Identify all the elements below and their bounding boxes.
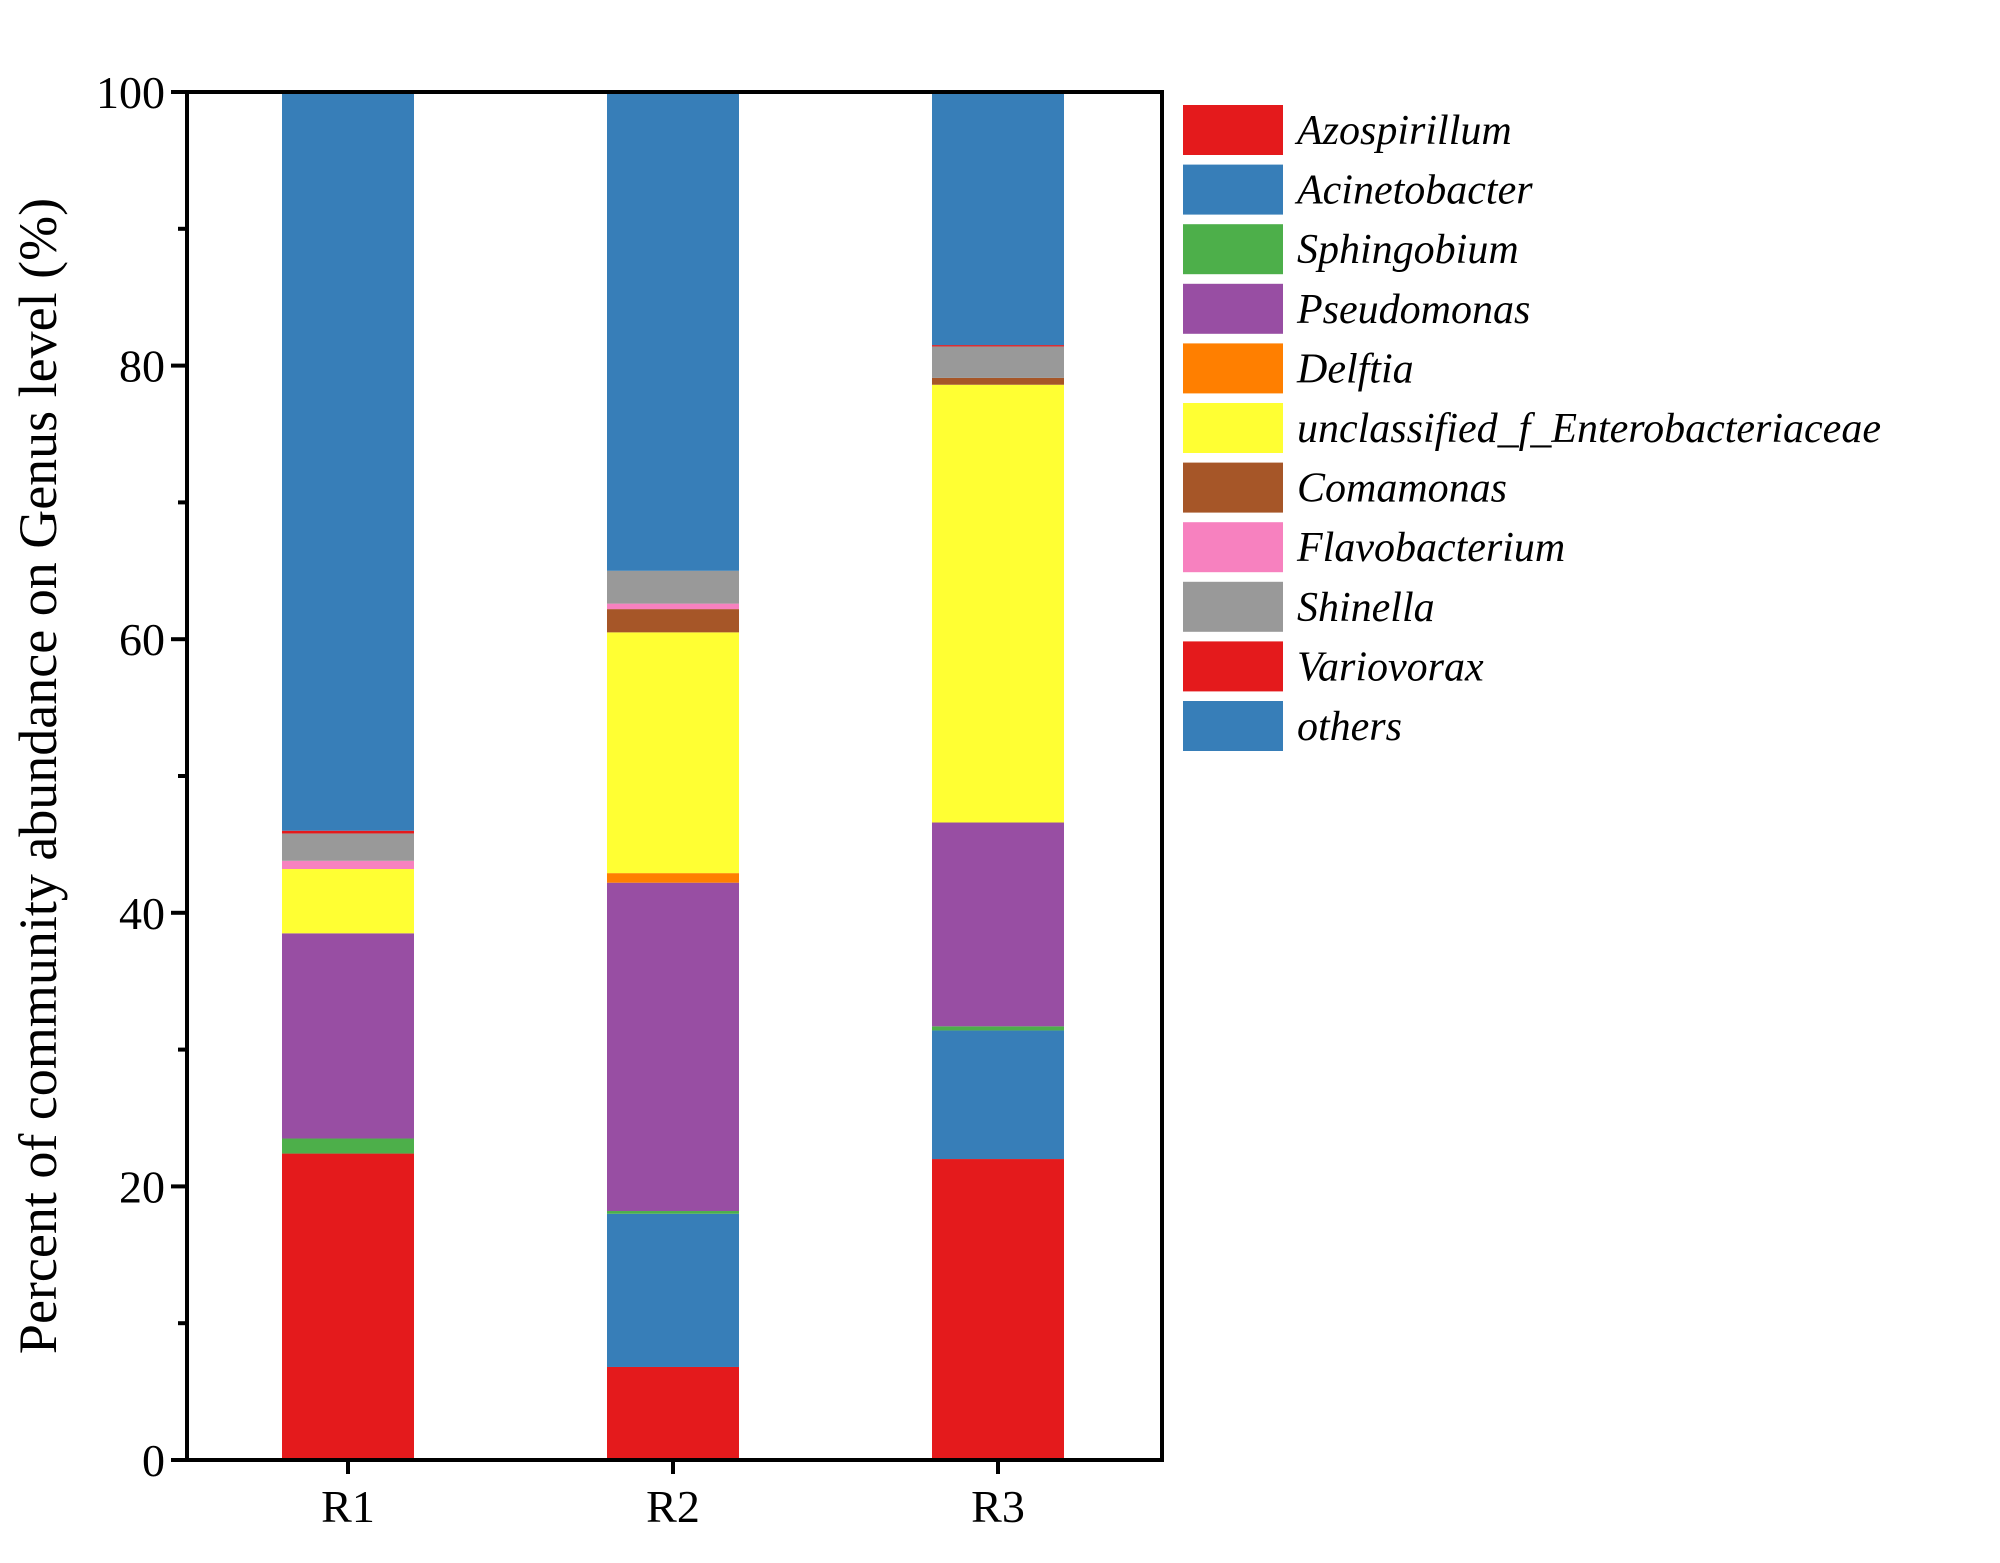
legend-swatch xyxy=(1183,105,1283,155)
bar-segment-r2-sphingobium xyxy=(607,1211,739,1214)
legend-label: Azospirillum xyxy=(1294,108,1512,154)
bar-segment-r3-variovorax xyxy=(932,345,1064,347)
y-tick-label: 20 xyxy=(119,1161,165,1212)
legend-swatch xyxy=(1183,283,1283,334)
legend-swatch xyxy=(1183,641,1283,692)
bar-segment-r2-pseudomonas xyxy=(607,882,739,1212)
y-tick-label: 0 xyxy=(142,1435,165,1486)
bar-segment-r3-acinetobacter xyxy=(932,1030,1064,1160)
bar-segment-r2-comamonas xyxy=(607,609,739,633)
x-tick-label-r3: R3 xyxy=(971,1481,1025,1532)
bar-segment-r1-variovorax xyxy=(282,830,414,834)
legend-swatch xyxy=(1183,701,1283,751)
legend-label: Pseudomonas xyxy=(1296,287,1530,333)
x-tick-label-r1: R1 xyxy=(321,1481,375,1532)
legend-swatch xyxy=(1183,224,1283,275)
bars-layer xyxy=(282,92,1064,1460)
bar-segment-r2-unclassified-f-enterobacteriaceae xyxy=(607,632,739,874)
bar-segment-r3-comamonas xyxy=(932,377,1064,385)
y-tick-label: 60 xyxy=(119,614,165,665)
bar-segment-r1-unclassified-f-enterobacteriaceae xyxy=(282,869,414,934)
legend-label: Flavobacterium xyxy=(1296,525,1565,571)
bar-segment-r1-pseudomonas xyxy=(282,933,414,1139)
bar-segment-r2-others xyxy=(607,92,739,571)
bar-segment-r1-azospirillum xyxy=(282,1153,414,1460)
y-ticks: 0 20 40 60 80 100 xyxy=(96,67,1000,1486)
y-tick-label: 100 xyxy=(96,67,165,118)
bar-segment-r2-azospirillum xyxy=(607,1366,739,1460)
legend-label: Variovorax xyxy=(1297,644,1484,690)
bar-segment-r1-sphingobium xyxy=(282,1138,414,1154)
legend-label: Delftia xyxy=(1296,346,1414,392)
bar-segment-r3-azospirillum xyxy=(932,1159,1064,1460)
x-tick-label-r2: R2 xyxy=(646,1481,700,1532)
legend-swatch xyxy=(1183,462,1283,513)
legend-label: unclassified_f_Enterobacteriaceae xyxy=(1297,406,1881,452)
y-tick-label: 80 xyxy=(119,341,165,392)
legend-label: Comamonas xyxy=(1297,466,1507,512)
bar-segment-r3-others xyxy=(932,92,1064,346)
x-tick-labels: R1 R2 R3 xyxy=(321,1481,1025,1532)
bar-segment-r2-shinella xyxy=(607,570,739,604)
legend-label: Acinetobacter xyxy=(1294,168,1533,214)
legend-swatch xyxy=(1183,164,1283,215)
legend: Azospirillum Acinetobacter Sphingobium Pseu… xyxy=(1183,105,1881,751)
bar-segment-r1-flavobacterium xyxy=(282,860,414,870)
bar-segment-r3-sphingobium xyxy=(932,1026,1064,1031)
legend-swatch xyxy=(1183,403,1283,453)
bar-segment-r2-delftia xyxy=(607,873,739,883)
bar-segment-r2-acinetobacter xyxy=(607,1213,739,1367)
bar-segment-r3-unclassified-f-enterobacteriaceae xyxy=(932,384,1064,823)
legend-label: Sphingobium xyxy=(1297,227,1519,273)
y-tick-label: 40 xyxy=(119,888,165,939)
bar-segment-r2-flavobacterium xyxy=(607,603,739,610)
y-axis-title: Percent of community abundance on Genus … xyxy=(8,198,68,1354)
bar-segment-r1-shinella xyxy=(282,833,414,861)
legend-swatch xyxy=(1183,343,1283,394)
legend-swatch xyxy=(1183,581,1283,632)
bar-segment-r3-shinella xyxy=(932,346,1064,378)
legend-swatch xyxy=(1183,522,1283,573)
bar-segment-r3-pseudomonas xyxy=(932,822,1064,1027)
legend-label: others xyxy=(1297,704,1402,750)
bar-segment-r1-others xyxy=(282,92,414,831)
legend-label: Shinella xyxy=(1297,585,1435,631)
